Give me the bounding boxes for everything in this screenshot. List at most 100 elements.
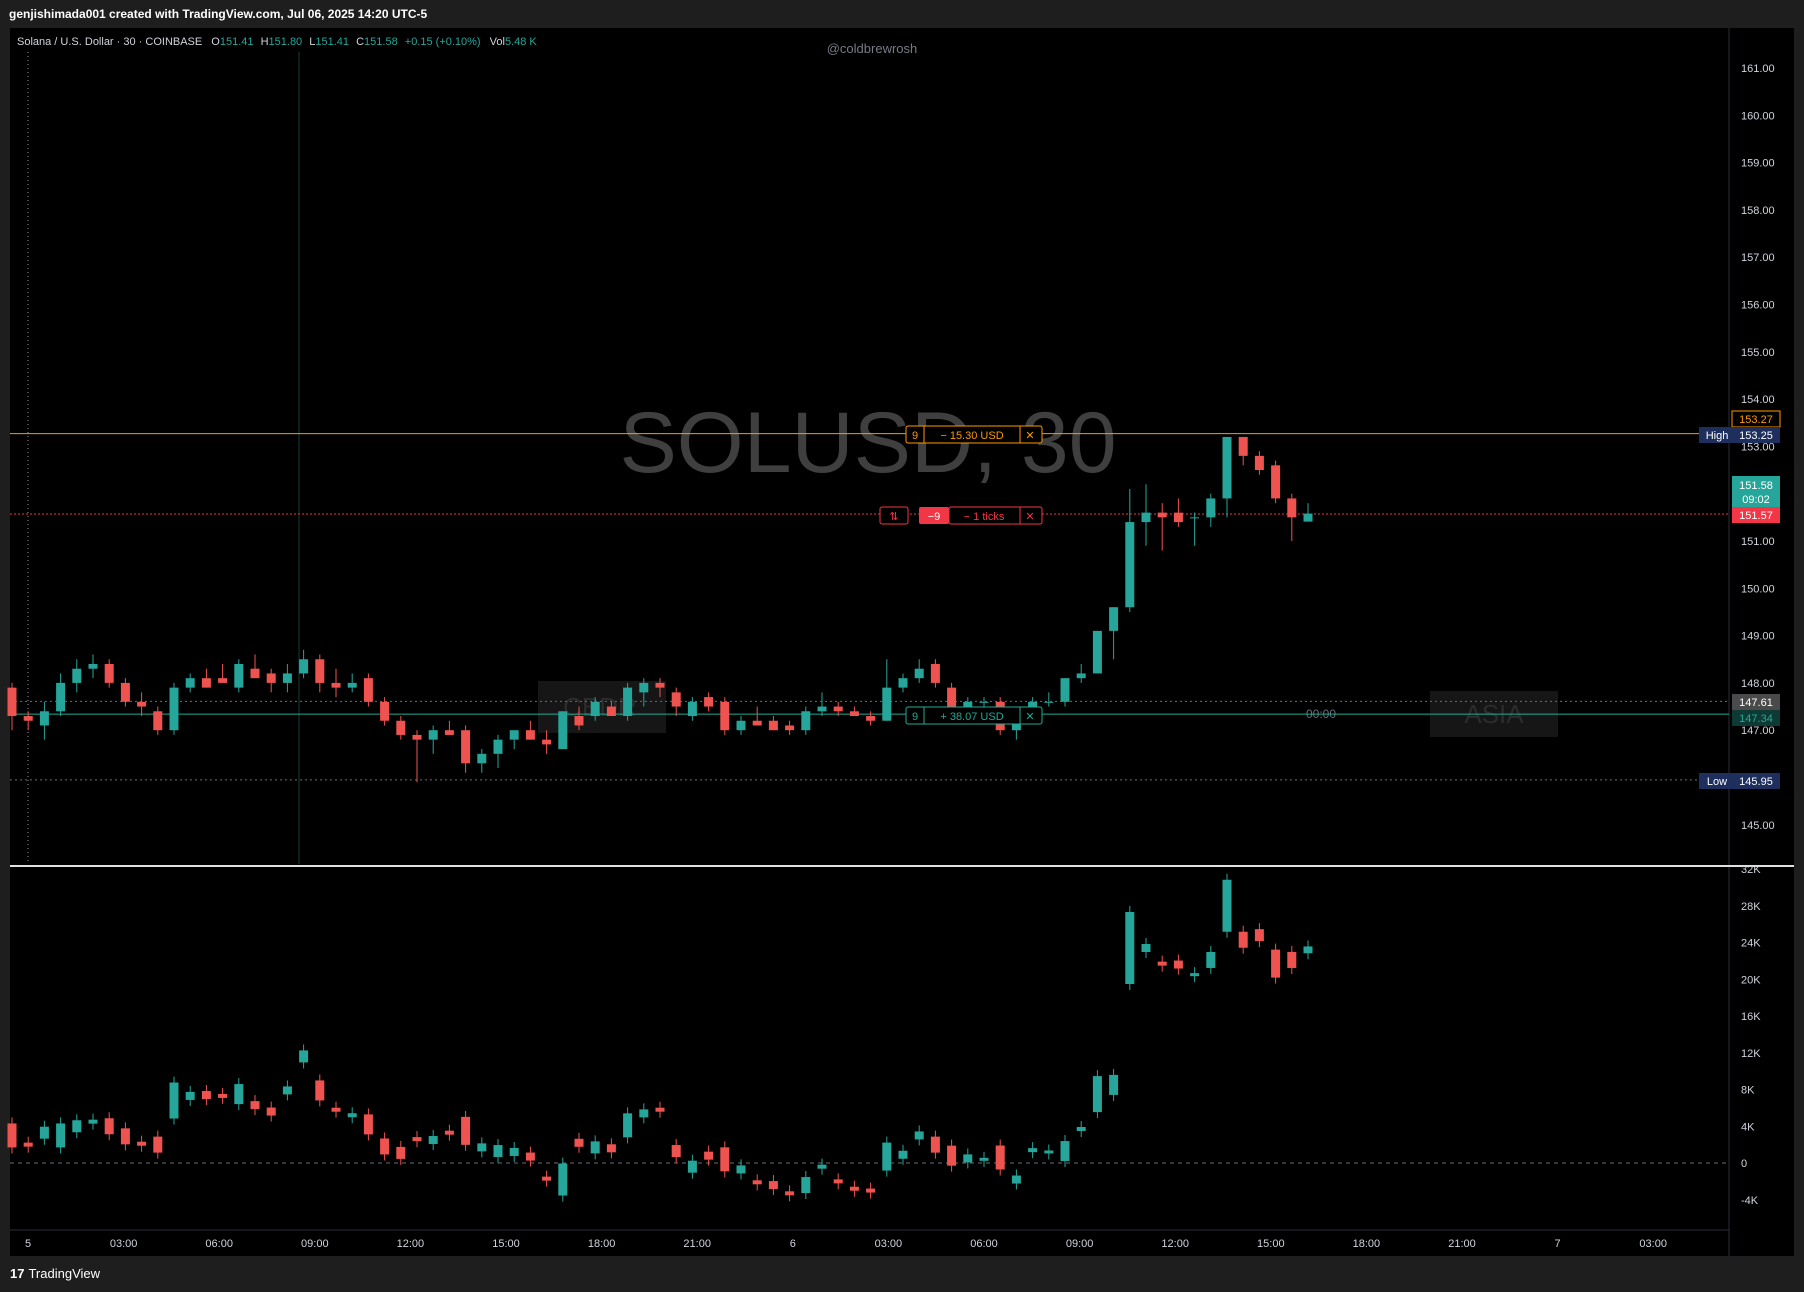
tradingview-logo[interactable]: 17 TradingView	[10, 1266, 100, 1281]
candle-body	[509, 730, 519, 740]
volume-bar	[363, 1114, 373, 1135]
red-line-marker[interactable]: ⇅ −9 − 1 ticks ✕	[879, 506, 1043, 525]
legend-change: +0.15 (+0.10%)	[405, 36, 481, 48]
volume-bar	[1125, 912, 1135, 985]
candle-body	[380, 701, 390, 721]
volume-bar	[639, 1109, 649, 1118]
candle-body	[396, 720, 406, 735]
volume-bar	[461, 1116, 471, 1145]
candle-body	[623, 687, 633, 717]
volume-bar	[947, 1145, 957, 1166]
orange-marker-close-icon[interactable]: ✕	[1025, 429, 1034, 442]
green-marker-count: 9	[912, 711, 918, 723]
high-tag: High	[1706, 430, 1729, 442]
time-tick-label: 18:00	[588, 1238, 616, 1250]
volume-bar	[185, 1091, 195, 1100]
volume-bar	[396, 1146, 406, 1159]
red-marker-text: − 1 ticks	[964, 511, 1005, 523]
volume-bar	[88, 1119, 98, 1124]
candle-body	[412, 734, 422, 740]
green-price-box	[1732, 710, 1780, 726]
candle-body	[574, 716, 584, 726]
tradingview-logo-text: TradingView	[28, 1266, 101, 1281]
gray-price-label: 147.61	[1739, 697, 1773, 709]
volume-bar	[1173, 960, 1183, 969]
red-marker-close-icon[interactable]: ✕	[1025, 510, 1034, 523]
volume-tick-label: 16K	[1741, 1011, 1761, 1023]
volume-bar	[315, 1080, 325, 1101]
candle-body	[720, 701, 730, 731]
candle-body	[23, 716, 33, 721]
sort-arrows-icon[interactable]: ⇅	[889, 510, 898, 523]
last-price: 151.58	[1739, 480, 1773, 492]
price-tick-label: 150.00	[1741, 583, 1775, 595]
time-tick-label: 15:00	[492, 1238, 520, 1250]
volume-bar	[801, 1177, 811, 1194]
candle-body	[185, 678, 195, 688]
candle-body	[444, 730, 454, 735]
candle-body	[914, 668, 924, 679]
volume-bar	[623, 1113, 633, 1138]
candle-body	[72, 668, 82, 683]
volume-bar	[995, 1145, 1005, 1170]
red-price-label: 151.57	[1739, 510, 1773, 522]
candle-body	[1222, 436, 1232, 499]
time-tick-label: 06:00	[205, 1238, 233, 1250]
volume-bar	[23, 1142, 33, 1147]
created-by-text: genjishimada001 created with TradingView…	[9, 7, 428, 21]
candle-body	[266, 673, 276, 683]
volume-bar	[849, 1186, 859, 1191]
candle-body	[137, 701, 147, 707]
chart-background	[10, 28, 1794, 1256]
green-marker-close-icon[interactable]: ✕	[1025, 710, 1034, 723]
volume-bar	[137, 1141, 147, 1146]
price-lines-layer	[10, 433, 1729, 1164]
volume-tick-label: 12K	[1741, 1048, 1761, 1060]
green-marker-box	[905, 706, 1043, 725]
price-tick-label: 158.00	[1741, 205, 1775, 217]
candle-body	[671, 692, 681, 707]
volume-bar	[493, 1145, 503, 1158]
candle-body	[606, 706, 616, 717]
volume-bar	[509, 1147, 519, 1156]
time-tick-label: 03:00	[875, 1238, 903, 1250]
candle-body	[1141, 512, 1151, 523]
candle-body	[1125, 522, 1135, 608]
volume-bar	[1109, 1074, 1119, 1095]
price-tick-label: 154.00	[1741, 394, 1775, 406]
orange-line-marker[interactable]: 9 − 15.30 USD ✕	[905, 425, 1043, 444]
candle-body	[299, 659, 309, 674]
volume-bar	[671, 1145, 681, 1158]
candle-body	[590, 701, 600, 717]
legend-high-label: H	[261, 36, 269, 48]
candle-body	[428, 730, 438, 740]
price-tick-label: 157.00	[1741, 252, 1775, 264]
low-tag-box	[1699, 773, 1735, 789]
orange-marker-text: − 15.30 USD	[940, 430, 1003, 442]
volume-bar	[1238, 931, 1248, 948]
time-tick-label: 21:00	[1448, 1238, 1476, 1250]
legend-vol: 5.48 K	[505, 36, 537, 48]
candle-body	[785, 725, 795, 731]
time-tick-label: 12:00	[397, 1238, 425, 1250]
low-tag: Low	[1707, 776, 1727, 788]
volume-layer	[7, 873, 1313, 1202]
volume-bar	[218, 1093, 228, 1098]
candle-body	[882, 687, 892, 721]
volume-bar	[1190, 973, 1200, 977]
volume-bar	[833, 1179, 843, 1184]
volume-bar	[428, 1136, 438, 1145]
candle-body	[104, 663, 114, 683]
orange-marker-count: 9	[912, 430, 918, 442]
volume-bar	[1141, 944, 1151, 953]
time-tick-label: 5	[25, 1238, 31, 1250]
high-price-box	[1732, 427, 1780, 443]
volume-bar	[1157, 961, 1167, 966]
candle-body	[347, 682, 357, 688]
volume-bar	[1028, 1148, 1038, 1153]
green-line-marker[interactable]: 9 + 38.07 USD ✕	[905, 706, 1043, 725]
gray-price-box	[1732, 694, 1780, 710]
candle-body	[525, 730, 535, 740]
candle-body	[234, 663, 244, 688]
